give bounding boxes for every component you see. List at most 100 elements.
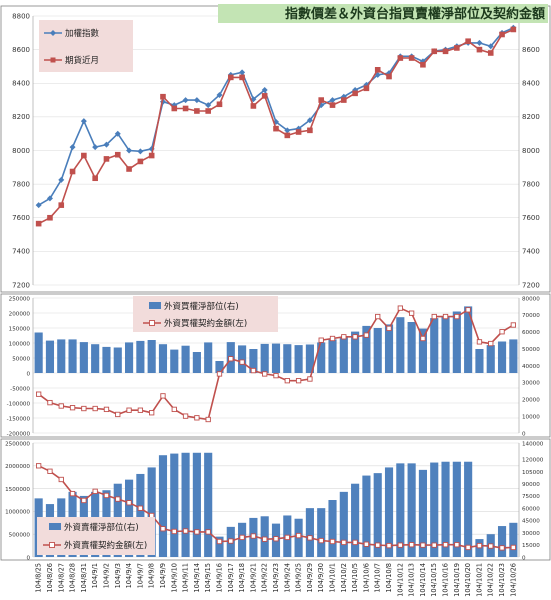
y-tick-label-right: 0	[522, 431, 526, 437]
put-contract-amount-point	[182, 528, 189, 534]
call-net-position-bar	[68, 339, 77, 373]
call-contract-amount-point	[81, 405, 87, 412]
middle-chart-border	[0, 293, 551, 438]
x-tick-label: 104/10/8	[385, 563, 393, 593]
put-net-position-bar	[362, 475, 371, 557]
y-tick-label-left: 0	[26, 555, 30, 561]
call-contract-amount-point	[92, 405, 98, 412]
put-contract-amount-point	[318, 537, 324, 544]
y-tick-label-right: 50000	[522, 347, 540, 353]
call-contract-amount-point	[454, 313, 460, 320]
x-tick-label: 104/10/26	[509, 563, 517, 597]
y-tick-label-right: 10000	[522, 414, 540, 420]
put-contract-amount-point	[284, 534, 290, 541]
put-contract-amount-point	[295, 532, 302, 539]
legend-label-futures: 期貨近月	[65, 55, 99, 66]
legend-marker-call-amount	[149, 320, 155, 326]
put-contract-amount-point	[126, 500, 132, 506]
futures-near-month-point	[284, 132, 291, 139]
futures-near-month-point	[171, 105, 178, 112]
put-contract-amount-point	[499, 545, 505, 551]
call-contract-amount-point	[250, 367, 257, 374]
legend-marker-futures	[50, 57, 56, 63]
futures-near-month-point	[397, 55, 404, 61]
x-tick-label: 104/10/21	[475, 563, 483, 597]
taiex-index-point	[216, 92, 223, 99]
futures-near-month-point	[58, 202, 65, 208]
futures-near-month-point	[363, 85, 370, 92]
taiex-index-point	[126, 147, 133, 154]
put-contract-amount-point	[442, 542, 449, 548]
y-tick-label-right: 30000	[522, 531, 540, 537]
futures-near-month-point	[465, 38, 471, 45]
call-net-position-bar	[351, 331, 360, 373]
put-contract-amount-point	[408, 542, 415, 548]
y-tick-label-right: 75000	[522, 494, 540, 500]
put-contract-amount-point	[307, 535, 313, 541]
call-net-position-bar	[339, 337, 348, 373]
call-contract-amount-point	[228, 356, 234, 362]
y-tick-label-right: 15000	[522, 543, 540, 549]
x-tick-label: 104/9/17	[227, 563, 235, 593]
call-contract-amount-point	[352, 334, 358, 340]
y-tick-label-right: 0	[522, 555, 526, 561]
put-net-position-bar	[170, 453, 179, 557]
y-tick-label-left: -50000	[10, 386, 30, 392]
chart-title: 指數價差＆外資台指買賣權淨部位及契約金額	[285, 6, 545, 22]
x-tick-label: 104/10/20	[464, 563, 472, 597]
futures-near-month-point	[431, 48, 438, 55]
futures-near-month-point	[510, 26, 517, 33]
put-net-position-bar	[204, 452, 213, 557]
call-contract-amount-point	[375, 313, 381, 320]
taiex-index-point	[205, 102, 212, 109]
call-contract-amount-point	[488, 340, 494, 347]
call-net-position-bar	[238, 345, 247, 373]
futures-near-month-point	[92, 175, 98, 182]
x-tick-label: 104/10/7	[374, 563, 382, 593]
call-net-position-bar	[328, 339, 337, 373]
call-net-position-bar	[497, 341, 507, 373]
call-net-position-bar	[362, 325, 371, 373]
put-contract-amount-point	[137, 505, 144, 511]
legend-marker-put-position	[49, 523, 61, 530]
y-tick-label-left: 500000	[9, 533, 31, 539]
call-contract-amount-point	[137, 407, 144, 413]
put-contract-amount-point	[239, 534, 245, 541]
call-net-position-bar	[215, 361, 224, 373]
futures-near-month-point	[442, 48, 449, 55]
put-net-position-bar	[339, 491, 348, 557]
x-tick-label: 104/9/21	[249, 563, 257, 593]
put-contract-amount-point	[420, 542, 426, 548]
y-tick-label-left: 50000	[12, 356, 30, 362]
futures-near-month-point	[114, 151, 121, 158]
futures-near-month-point	[499, 31, 505, 38]
call-net-position-bar	[486, 345, 495, 373]
call-contract-amount-point	[171, 406, 177, 413]
y-tick-label-left: 8400	[12, 80, 30, 88]
call-net-position-bar	[430, 318, 439, 373]
put-contract-amount-point	[375, 542, 381, 548]
y-tick-label-right: 7400	[522, 248, 540, 256]
call-contract-amount-point	[284, 378, 290, 384]
futures-near-month-point	[35, 220, 42, 227]
put-contract-amount-point	[329, 538, 336, 545]
call-net-position-bar	[305, 344, 314, 373]
x-tick-label: 104/8/25	[35, 563, 43, 593]
put-net-position-bar	[430, 462, 439, 557]
call-net-position-bar	[317, 342, 326, 373]
futures-near-month-point	[307, 127, 313, 134]
taiex-index-point	[239, 69, 246, 76]
chart-title-background	[218, 4, 548, 23]
y-tick-label-left: -200000	[7, 431, 31, 437]
y-tick-label-left: -150000	[7, 416, 31, 422]
futures-near-month-point	[194, 108, 200, 114]
taiex-index-point	[103, 141, 110, 148]
call-net-position-bar	[294, 345, 303, 373]
y-tick-label-right: 40000	[522, 364, 540, 370]
put-contract-amount-point	[363, 541, 370, 547]
futures-near-month-point	[295, 129, 302, 135]
call-contract-amount-point	[262, 371, 268, 377]
call-contract-amount-point	[307, 376, 313, 382]
put-contract-amount-point	[488, 543, 494, 549]
